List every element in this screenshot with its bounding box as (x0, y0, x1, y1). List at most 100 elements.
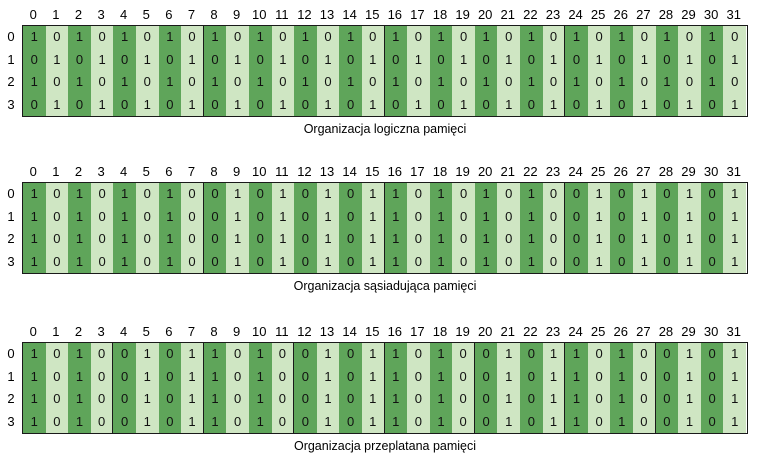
memory-cell: 0 (23, 93, 46, 117)
memory-cell: 1 (158, 183, 182, 206)
memory-cell: 0 (90, 365, 114, 389)
memory-cell: 1 (678, 228, 701, 251)
memory-cell: 0 (497, 250, 521, 274)
memory-cell: 0 (633, 410, 656, 434)
column-index: 0 (29, 7, 37, 22)
memory-cell: 1 (203, 388, 227, 411)
memory-cell: 0 (294, 228, 317, 251)
memory-cell: 1 (497, 93, 521, 117)
memory-cell: 1 (678, 410, 701, 434)
memory-cell: 0 (542, 250, 566, 274)
memory-cell: 0 (226, 410, 249, 434)
memory-cell: 0 (339, 228, 362, 251)
column-index: 15 (364, 164, 380, 179)
memory-cell: 1 (678, 48, 701, 72)
memory-cell: 0 (633, 71, 656, 94)
memory-cell: 0 (135, 205, 159, 229)
column-index: 23 (545, 7, 561, 22)
memory-cell: 0 (361, 71, 385, 94)
memory-cell: 0 (520, 93, 543, 117)
memory-cell: 1 (678, 388, 701, 411)
memory-cell: 1 (68, 183, 91, 206)
memory-cell: 0 (203, 250, 227, 274)
memory-cell: 1 (429, 205, 453, 229)
memory-cell: 1 (565, 26, 588, 49)
row-header: 0 1 2 3 (0, 343, 22, 433)
memory-cell: 0 (90, 71, 114, 94)
column-index: 11 (275, 324, 289, 339)
memory-cell: 0 (452, 388, 475, 411)
memory-cell: 0 (113, 343, 136, 366)
memory-cell: 0 (113, 365, 136, 389)
memory-cell: 1 (429, 365, 453, 389)
memory-cell: 0 (474, 410, 498, 434)
memory-cell: 0 (339, 343, 362, 366)
memory-cell: 1 (158, 26, 182, 49)
memory-cell: 0 (45, 388, 69, 411)
memory-cell: 0 (158, 93, 182, 117)
column-index: 23 (545, 164, 561, 179)
memory-cell: 0 (45, 410, 69, 434)
memory-cell: 0 (700, 343, 724, 366)
memory-cell: 0 (678, 26, 701, 49)
memory-cell: 0 (520, 388, 543, 411)
memory-cell: 0 (68, 48, 91, 72)
memory-cell: 1 (384, 26, 408, 49)
memory-cell: 0 (339, 205, 362, 229)
caption-adjacent: Organizacja sąsiadująca pamięci (293, 279, 477, 293)
memory-cell: 1 (565, 388, 588, 411)
memory-cell: 1 (90, 93, 114, 117)
memory-cell: 1 (361, 343, 385, 366)
memory-cell: 1 (113, 26, 136, 49)
memory-cell: 0 (181, 71, 204, 94)
memory-cell: 1 (678, 365, 701, 389)
memory-cell: 1 (316, 365, 340, 389)
column-index: 2 (74, 324, 83, 339)
memory-cell: 1 (361, 410, 385, 434)
memory-cell: 0 (610, 250, 634, 274)
caption-interleaved: Organizacja przeplatana pamięci (293, 439, 477, 453)
memory-cell: 1 (113, 71, 136, 94)
memory-cell: 0 (723, 71, 746, 94)
memory-cell: 1 (316, 93, 340, 117)
memory-cell: 0 (655, 410, 679, 434)
memory-cell: 0 (45, 71, 69, 94)
memory-cell: 1 (520, 250, 543, 274)
column-index: 22 (523, 7, 538, 22)
column-index: 5 (142, 164, 150, 179)
memory-cell: 1 (68, 410, 91, 434)
memory-cell: 1 (429, 388, 453, 411)
memory-cell: 1 (655, 71, 679, 94)
memory-cell: 1 (203, 26, 227, 49)
column-index: 5 (142, 7, 150, 22)
column-index: 29 (681, 7, 696, 22)
column-header: 0 1 2 3 4 5 6 7 8 9 10 11 12 13 14 15 16 17 18 19 20 21 22 23 24… (22, 163, 745, 181)
memory-cell: 1 (587, 250, 611, 274)
memory-cell: 1 (23, 343, 46, 366)
memory-cell: 0 (203, 205, 227, 229)
row-header: 0 1 2 3 (0, 26, 22, 116)
memory-cell: 1 (723, 205, 746, 229)
column-index: 27 (636, 324, 651, 339)
memory-cell: 0 (339, 48, 362, 72)
column-index: 14 (342, 7, 357, 22)
column-index: 9 (233, 7, 241, 22)
memory-cell: 0 (587, 343, 611, 366)
memory-cell: 1 (294, 71, 317, 94)
memory-cell: 1 (68, 343, 91, 366)
memory-cell: 0 (316, 71, 340, 94)
memory-cell: 0 (135, 26, 159, 49)
memory-cell: 0 (181, 26, 204, 49)
column-index: 6 (165, 7, 173, 22)
memory-cell: 1 (429, 183, 453, 206)
memory-cell: 1 (610, 365, 634, 389)
memory-cell: 0 (565, 48, 588, 72)
memory-cell: 1 (271, 183, 295, 206)
memory-cell: 0 (655, 388, 679, 411)
memory-cell: 0 (294, 365, 317, 389)
column-index: 9 (233, 324, 241, 339)
memory-cell: 0 (700, 228, 724, 251)
